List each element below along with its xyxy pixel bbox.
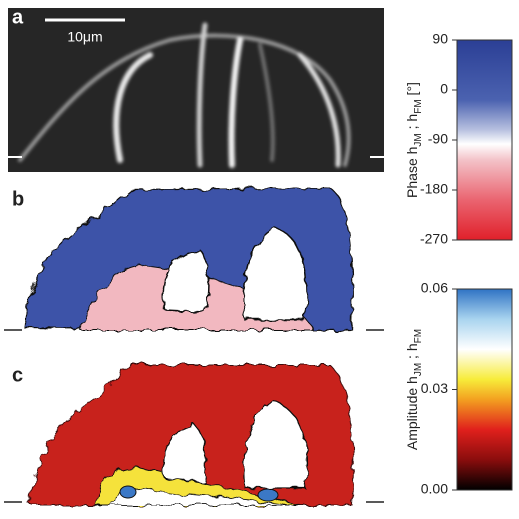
- colorbar-title-part: ; h: [404, 114, 420, 133]
- colorbar-tick-label: 0.03: [421, 380, 448, 396]
- colorbar-tick-label: 0.00: [421, 481, 448, 497]
- panel-label: a: [12, 6, 24, 28]
- colorbar-title-part: ; h: [404, 343, 420, 362]
- panel-c: c: [4, 364, 384, 505]
- colorbar-title-part: Phase h: [404, 147, 420, 198]
- colorbar-title-part: Amplitude h: [404, 376, 420, 450]
- amplitude-peak: [120, 486, 136, 498]
- figure: 10μm a b c 900-90-180-270Phase hJM ; hFM…: [0, 0, 519, 519]
- amplitude-peak: [258, 489, 278, 501]
- scale-bar-label: 10μm: [67, 29, 102, 45]
- colorbar-title-part: FM: [413, 99, 424, 113]
- colorbar-tick-label: -90: [428, 131, 448, 147]
- colorbar-title-part: FM: [413, 329, 424, 343]
- panel-label: b: [12, 188, 24, 210]
- panel-a: 10μm a: [8, 6, 384, 172]
- micrograph: [8, 8, 384, 172]
- colorbar-tick-label: -270: [420, 231, 448, 247]
- phase-colorbar: [457, 40, 512, 240]
- amplitude-colorbar: [457, 289, 512, 490]
- colorbar-title-part: [°]: [404, 82, 420, 99]
- colorbar-tick-label: 0: [440, 81, 448, 97]
- panel-b: b: [4, 188, 384, 330]
- colorbar-title-part: JM: [413, 363, 424, 376]
- colorbar-tick-label: 0.06: [421, 280, 448, 296]
- colorbar-tick-label: 90: [432, 31, 448, 47]
- colorbar-title-part: JM: [413, 133, 424, 146]
- colorbar-tick-label: -180: [420, 181, 448, 197]
- panel-label: c: [12, 364, 23, 386]
